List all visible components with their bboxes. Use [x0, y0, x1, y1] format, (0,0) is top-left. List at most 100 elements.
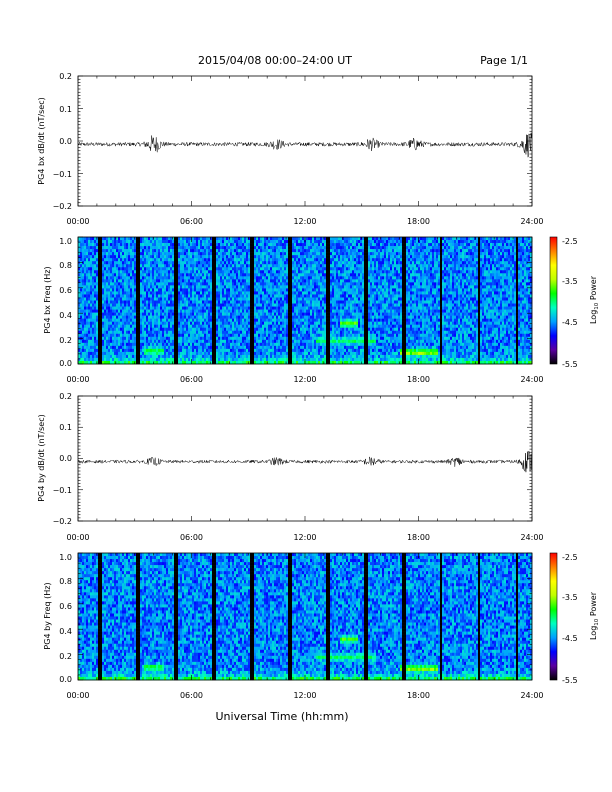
spectrogram-cell: [150, 237, 153, 241]
spectrogram-cell: [236, 243, 239, 247]
spectrogram-cell: [124, 252, 127, 256]
spectrogram-cell: [260, 240, 263, 244]
spectrogram-cell: [286, 357, 289, 362]
spectrogram-cell: [264, 297, 267, 301]
spectrogram-cell: [196, 309, 199, 313]
spectrogram-cell: [260, 264, 263, 268]
spectrogram-cell: [196, 324, 199, 329]
spectrogram-cell: [304, 312, 307, 316]
spectrogram-cell: [148, 246, 151, 250]
spectrogram-cell: [166, 327, 169, 332]
spectrogram-cell: [94, 357, 97, 362]
spectrogram-cell: [174, 252, 177, 256]
spectrogram-cell: [108, 279, 111, 283]
spectrogram-cell: [190, 354, 193, 359]
spectrogram-cell: [250, 303, 253, 307]
spectrogram-cell: [280, 288, 283, 292]
spectrogram-cell: [158, 330, 161, 335]
spectrogram-cell: [146, 336, 149, 341]
spectrogram-cell: [214, 303, 217, 307]
spectrogram-cell: [126, 273, 129, 277]
spectrogram-cell: [146, 276, 149, 280]
spectrogram-cell: [296, 240, 299, 244]
spectrogram-cell: [162, 285, 165, 289]
spectrogram-cell: [286, 282, 289, 286]
spectrogram-cell: [146, 348, 149, 353]
spectrogram-cell: [228, 324, 231, 329]
spectrogram-cell: [242, 240, 245, 244]
spectrogram-cell: [266, 294, 269, 298]
spectrogram-cell: [94, 285, 97, 289]
spectrogram-cell: [132, 360, 135, 365]
spectrogram-cell: [122, 273, 125, 277]
spectrogram-cell: [194, 354, 197, 359]
spectrogram-cell: [262, 333, 265, 338]
spectrogram-cell: [160, 291, 163, 295]
spectrogram-cell: [256, 282, 259, 286]
spectrogram-cell: [158, 255, 161, 259]
spectrogram-cell: [118, 237, 121, 241]
spectrogram-cell: [98, 351, 101, 356]
spectrogram-cell: [268, 345, 271, 350]
spectrogram-cell: [178, 309, 181, 313]
spectrogram-cell: [150, 300, 153, 304]
spectrogram-cell: [234, 315, 237, 319]
spectrogram-cell: [280, 303, 283, 307]
spectrogram-cell: [86, 324, 89, 329]
spectrogram-cell: [250, 330, 253, 335]
spectrogram-cell: [284, 297, 287, 301]
spectrogram-cell: [142, 258, 145, 262]
spectrogram-cell: [256, 285, 259, 289]
spectrogram-cell: [292, 309, 295, 313]
spectrogram-cell: [242, 321, 245, 325]
spectrogram-cell: [122, 303, 125, 307]
spectrogram-cell: [136, 276, 139, 280]
spectrogram-cell: [110, 285, 113, 289]
spectrogram-cell: [108, 339, 111, 344]
spectrogram-cell: [150, 327, 153, 332]
spectrogram-cell: [188, 252, 191, 256]
spectrogram-cell: [190, 351, 193, 356]
spectrogram-cell: [92, 348, 95, 353]
spectrogram-cell: [252, 303, 255, 307]
spectrogram-cell: [154, 294, 157, 298]
spectrogram-cell: [182, 291, 185, 295]
spectrogram-cell: [222, 249, 225, 253]
spectrogram-cell: [274, 333, 277, 338]
spectrogram-cell: [84, 339, 87, 344]
spectrogram-cell: [218, 243, 221, 247]
spectrogram-cell: [130, 264, 133, 268]
spectrogram-cell: [262, 288, 265, 292]
spectrogram-cell: [116, 273, 119, 277]
spectrogram-cell: [298, 273, 301, 277]
ytick-label: −0.2: [53, 202, 72, 211]
spectrogram-cell: [268, 357, 271, 362]
spectrogram-cell: [196, 285, 199, 289]
spectrogram-cell: [230, 279, 233, 283]
spectrogram-cell: [156, 297, 159, 301]
spectrogram-cell: [308, 243, 311, 247]
spectrogram-cell: [240, 246, 243, 250]
spectrogram-cell: [106, 294, 109, 298]
spectrogram-cell: [98, 249, 101, 253]
spectrogram-cell: [126, 333, 129, 338]
spectrogram-cell: [112, 324, 115, 329]
spectrogram-cell: [196, 258, 199, 262]
spectrogram-cell: [260, 321, 263, 325]
spectrogram-cell: [182, 297, 185, 301]
spectrogram-cell: [164, 285, 167, 289]
spectrogram-cell: [206, 255, 209, 259]
spectrogram-cell: [282, 336, 285, 341]
spectrogram-cell: [240, 291, 243, 295]
spectrogram-cell: [128, 297, 131, 301]
spectrogram-cell: [104, 285, 107, 289]
spectrogram-cell: [80, 243, 83, 247]
spectrogram-cell: [122, 354, 125, 359]
spectrogram-cell: [204, 345, 207, 350]
spectrogram-cell: [280, 291, 283, 295]
spectrogram-cell: [108, 333, 111, 338]
spectrogram-cell: [84, 333, 87, 338]
spectrogram-cell: [218, 252, 221, 256]
spectrogram-cell: [236, 267, 239, 271]
spectrogram-cell: [218, 342, 221, 347]
